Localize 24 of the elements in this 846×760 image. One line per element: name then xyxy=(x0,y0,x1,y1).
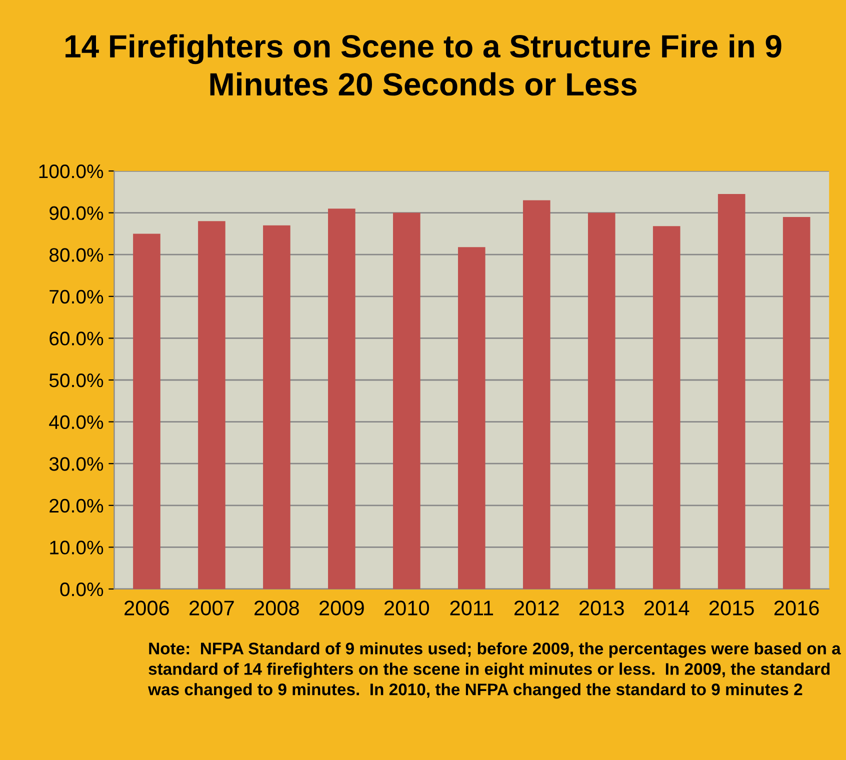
x-tick-label: 2016 xyxy=(774,600,819,616)
y-tick-label: 100.0% xyxy=(39,164,104,178)
text: Note: NFPA Standard of 9 minutes used; before 2009, the percentages were based on a standard of 14 firefighters on the scene in eight minutes or less. In 2009, the standard was changed to 9 minutes. In 2010, the NFPA changed the standard to 9 minutes 2 xyxy=(148,642,841,699)
y-tick-label: 90.0% xyxy=(50,206,104,220)
x-tick-label: 2015 xyxy=(709,600,754,616)
x-tick-label: 2008 xyxy=(254,600,299,616)
chart-title: 14 Firefighters on Scene to a Structure Fire in 9 Minutes 20 Seconds or Less xyxy=(66,34,782,96)
y-tick-label: 30.0% xyxy=(49,457,104,471)
x-tick-label: 2012 xyxy=(514,600,559,616)
x-tick-label: 2013 xyxy=(580,600,624,616)
y-tick-label: 40.0% xyxy=(49,415,104,430)
y-tick-label: 70.0% xyxy=(50,290,104,304)
y-tick-label: 0.0% xyxy=(60,582,104,596)
y-tick-label: 10.0% xyxy=(50,540,104,554)
y-tick-label: 80.0% xyxy=(50,248,104,262)
y-tick-label: 20.0% xyxy=(50,498,104,513)
x-tick-label: 2007 xyxy=(190,600,234,616)
x-tick-label: 2006 xyxy=(124,600,169,616)
x-tick-label: 2009 xyxy=(320,600,364,616)
x-tick-label: 2010 xyxy=(384,600,430,616)
x-tick-label: 2011 xyxy=(450,600,494,616)
x-tick-label: 2014 xyxy=(644,600,690,616)
y-tick-label: 50.0% xyxy=(49,373,104,388)
y-tick-label: 60.0% xyxy=(50,332,104,346)
